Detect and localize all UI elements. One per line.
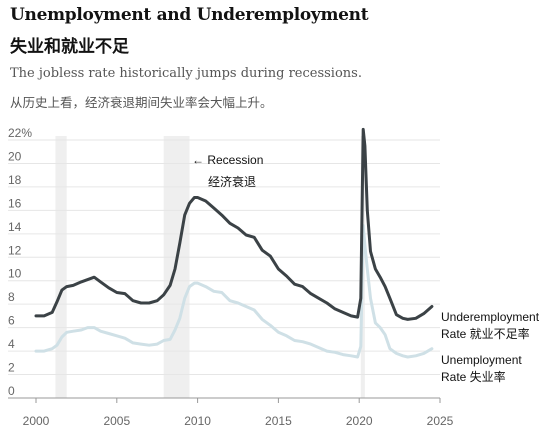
x-tick-label: 2000 — [23, 414, 50, 428]
recession-label: ← Recession — [192, 153, 263, 167]
y-tick-label: 12 — [8, 243, 22, 257]
y-tick-label: 8 — [8, 290, 15, 304]
chart-title: Unemployment and Underemployment — [10, 5, 369, 25]
y-tick-label: 10 — [8, 267, 22, 281]
annotations: ← Recession 经济衰退 Underemployment Rate 就业… — [192, 153, 540, 384]
chart-subtitle: The jobless rate historically jumps duri… — [10, 66, 362, 81]
recession-label-zh: 经济衰退 — [208, 174, 256, 189]
series-label-underemployment-2: Rate 就业不足率 — [441, 326, 530, 341]
underemployment-line — [34, 127, 434, 321]
y-tick-label: 22% — [8, 126, 32, 140]
y-tick-label: 14 — [8, 220, 22, 234]
chart-title-zh: 失业和就业不足 — [10, 37, 129, 57]
y-tick-label: 20 — [8, 149, 22, 163]
x-tick-label: 2010 — [184, 414, 211, 428]
y-tick-label: 0 — [8, 384, 15, 398]
x-tick-label: 2005 — [103, 414, 130, 428]
x-tick-label: 2020 — [346, 414, 373, 428]
y-tick-label: 18 — [8, 173, 22, 187]
y-tick-label: 2 — [8, 361, 15, 375]
series-lines — [34, 127, 434, 359]
unemployment-line — [34, 224, 434, 359]
chart-subtitle-zh: 从历史上看，经济衰退期间失业率会大幅上升。 — [10, 95, 273, 110]
x-tick-label: 2015 — [265, 414, 292, 428]
series-label-underemployment: Underemployment — [441, 310, 540, 324]
y-tick-label: 6 — [8, 314, 15, 328]
series-label-unemployment: Unemployment — [441, 353, 522, 367]
series-label-unemployment-2: Rate 失业率 — [441, 369, 506, 384]
recession-band-0 — [55, 136, 67, 398]
y-tick-label: 16 — [8, 196, 22, 210]
x-axis-ticks: 2000 2005 2010 2015 2020 2025 — [23, 398, 454, 428]
x-tick-label: 2025 — [427, 414, 454, 428]
y-tick-label: 4 — [8, 337, 15, 351]
y-axis-ticks: 0 2 4 6 8 10 12 14 16 18 20 22% — [8, 126, 32, 398]
